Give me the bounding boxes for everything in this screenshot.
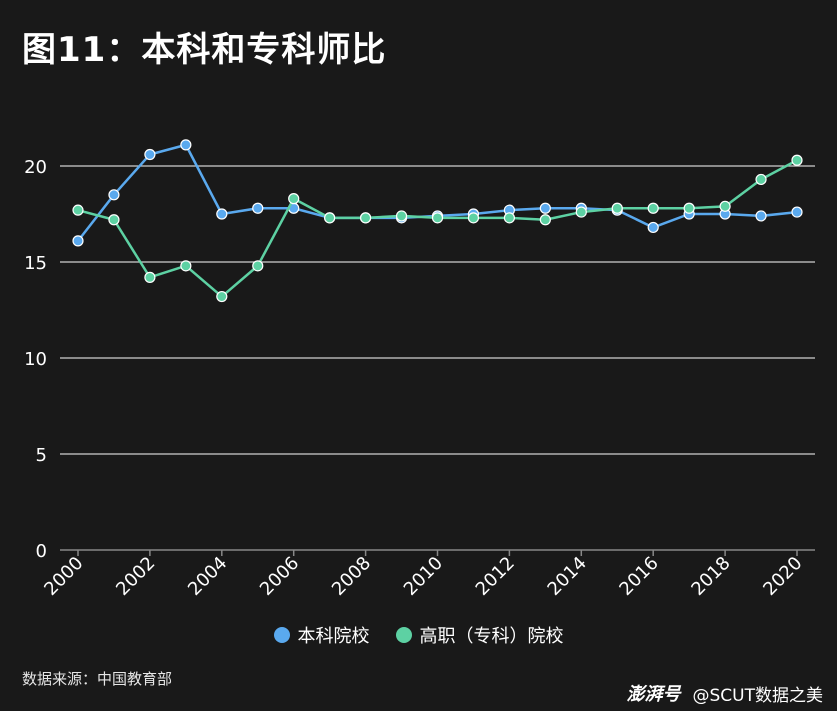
- legend-label-vocational: 高职（专科）院校: [419, 626, 564, 647]
- series-vocational-point[interactable]: [144, 271, 156, 283]
- y-tick-label: 5: [36, 445, 47, 466]
- x-tick-label: 2010: [400, 553, 447, 600]
- watermark-logo: 澎湃号: [626, 684, 681, 705]
- series-undergrad-point[interactable]: [539, 202, 551, 214]
- series-vocational-point[interactable]: [719, 200, 731, 212]
- series-vocational-point[interactable]: [611, 202, 623, 214]
- series-undergrad-point[interactable]: [791, 206, 803, 218]
- y-tick-labels: 0 5 10 15 20: [24, 157, 47, 562]
- x-tick-label: 2000: [40, 553, 87, 600]
- series-undergrad-line: [77, 143, 798, 242]
- series-undergrad-point[interactable]: [252, 202, 264, 214]
- series-vocational-point[interactable]: [252, 260, 264, 272]
- series-undergrad-point[interactable]: [72, 235, 84, 247]
- legend: 本科院校 高职（专科）院校: [0, 622, 837, 648]
- watermark-account: @SCUT数据之美: [692, 685, 824, 706]
- gridlines: [60, 165, 815, 455]
- x-tick-label: 2006: [256, 553, 303, 600]
- series-undergrad-point[interactable]: [144, 148, 156, 161]
- legend-item-undergrad[interactable]: 本科院校: [273, 622, 370, 648]
- x-tick-label: 2012: [472, 553, 519, 600]
- series-vocational-point[interactable]: [360, 212, 372, 224]
- y-tick-label: 20: [24, 157, 47, 178]
- legend-swatch-undergrad: [273, 627, 290, 643]
- x-tick-label: 2014: [544, 553, 591, 600]
- series-vocational-point[interactable]: [755, 173, 767, 186]
- series-undergrad-point[interactable]: [216, 208, 228, 220]
- series-vocational-point[interactable]: [467, 212, 480, 224]
- series-vocational-point[interactable]: [324, 212, 336, 224]
- x-tick-label: 2008: [328, 553, 375, 600]
- y-tick-label: 0: [36, 541, 47, 562]
- series-vocational-point[interactable]: [108, 214, 120, 226]
- y-tick-label: 10: [24, 349, 47, 370]
- series-vocational-point[interactable]: [431, 212, 444, 224]
- legend-label-undergrad: 本科院校: [297, 626, 370, 647]
- series-undergrad-point[interactable]: [108, 189, 120, 201]
- x-tick-label: 2004: [184, 553, 231, 600]
- series-vocational-point[interactable]: [288, 193, 300, 205]
- y-tick-label: 15: [24, 253, 47, 274]
- series-undergrad-point[interactable]: [755, 210, 767, 222]
- series-undergrad-point[interactable]: [647, 221, 659, 234]
- series-lines: [72, 139, 803, 303]
- x-tick-label: 2016: [615, 553, 662, 600]
- x-tick-label: 2020: [759, 553, 806, 600]
- series-undergrad-point[interactable]: [180, 139, 192, 151]
- x-tick-label: 2002: [112, 553, 159, 600]
- series-vocational-point[interactable]: [683, 202, 695, 214]
- series-vocational-point[interactable]: [503, 212, 515, 224]
- series-vocational-point[interactable]: [180, 260, 192, 272]
- series-vocational-point[interactable]: [647, 202, 659, 214]
- series-vocational-point[interactable]: [72, 204, 84, 216]
- x-tick-label: 2018: [687, 553, 734, 600]
- legend-swatch-vocational: [395, 627, 412, 643]
- chart-title: 图11：本科和专科师比: [22, 30, 387, 70]
- watermark: 澎湃号 @SCUT数据之美: [627, 680, 824, 706]
- legend-item-vocational[interactable]: 高职（专科）院校: [395, 622, 564, 648]
- series-vocational-point[interactable]: [395, 210, 408, 222]
- series-vocational-line: [77, 159, 798, 298]
- series-vocational-point[interactable]: [575, 206, 587, 218]
- series-vocational-point[interactable]: [216, 290, 228, 303]
- data-source: 数据来源：中国教育部: [22, 670, 173, 688]
- x-axis: 2000 2002 2004 2006 2008 2010 2012 2014 2016 2018…: [40, 549, 815, 600]
- series-vocational-point[interactable]: [791, 154, 803, 166]
- series-vocational-point[interactable]: [539, 214, 551, 226]
